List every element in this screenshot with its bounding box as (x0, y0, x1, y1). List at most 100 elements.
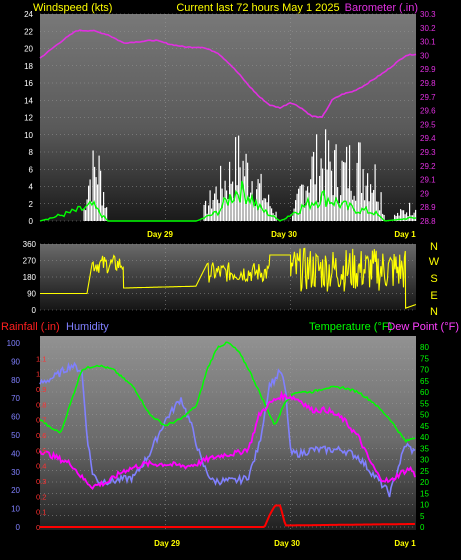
wind-tick-label: 24 (24, 10, 33, 19)
wind-gust-bar (371, 192, 373, 221)
wind-gust-bar (367, 173, 369, 221)
wind-gust-bar (355, 200, 357, 221)
wind-tick-label: 4 (29, 183, 34, 192)
wind-tick-label: 0 (29, 217, 34, 226)
direction-label-s: S (430, 273, 437, 285)
wind-gust-bar (235, 137, 237, 221)
wind-gust-bar (328, 140, 330, 221)
x-label-day29-top: Day 29 (147, 230, 173, 239)
rain-tick-label: 0.7 (36, 416, 46, 425)
wind-gust-bar (220, 165, 222, 221)
wind-gust-bar (362, 169, 364, 221)
wind-gust-bar (364, 200, 366, 221)
temp-title: Temperature (°F) (309, 321, 392, 333)
wind-gust-bar (341, 160, 343, 221)
wind-gust-bar (377, 201, 379, 221)
humidity-tick-label: 90 (11, 357, 20, 366)
baro-tick-label: 29.9 (420, 65, 436, 74)
wind-gust-bar (226, 190, 228, 221)
wind-gust-bar (274, 214, 276, 221)
rain-tick-label: 0.1 (36, 508, 46, 517)
wind-gust-bar (332, 195, 334, 221)
temp-tick-label: 65 (420, 377, 429, 386)
temp-tick-label: 35 (420, 444, 429, 453)
wind-gust-bar (350, 190, 352, 221)
wind-gust-bar (86, 199, 88, 221)
wind-gust-bar (320, 158, 322, 221)
wind-gust-bar (214, 193, 216, 221)
wind-tick-label: 14 (24, 96, 33, 105)
wind-gust-bar (254, 205, 256, 221)
baro-tick-label: 28.9 (420, 203, 436, 212)
wind-gust-bar (302, 184, 304, 221)
baro-tick-label: 30.1 (420, 38, 436, 47)
rain-tick-label: 1.1 (36, 354, 46, 363)
wind-gust-bar (349, 145, 351, 221)
temp-tick-label: 5 (420, 512, 425, 521)
wind-gust-bar (100, 170, 102, 221)
wind-gust-bar (251, 181, 253, 221)
wind-gust-bar (203, 204, 205, 221)
direction-grid (40, 243, 416, 311)
wind-gust-bar (295, 200, 297, 221)
wind-gust-bar (299, 186, 301, 221)
wind-gust-bar (400, 209, 402, 221)
wind-gust-bar (250, 192, 252, 221)
wind-tick-label: 22 (24, 27, 33, 36)
humidity-tick-label: 40 (11, 449, 20, 458)
axis-tick-labels: 02468101214161820222428.828.92929.129.22… (7, 10, 436, 532)
temp-tick-label: 45 (420, 422, 429, 431)
wind-gust-bar (263, 198, 265, 221)
wind-gust-bar (325, 129, 327, 221)
temp-tick-label: 55 (420, 399, 429, 408)
wind-gust-bar (343, 162, 345, 221)
wind-gust-bar (298, 188, 300, 221)
x-label-day1-top: Day 1 (394, 230, 416, 239)
temp-tick-label: 75 (420, 354, 429, 363)
wind-gust-bar (307, 186, 309, 221)
wind-gust-bar (269, 206, 271, 221)
wind-gust-bar (272, 213, 274, 221)
humidity-tick-label: 30 (11, 468, 20, 477)
x-label-day30-top: Day 30 (271, 230, 297, 239)
wind-gust-bar (394, 214, 396, 221)
wind-grid (40, 13, 416, 222)
wind-gust-bar (101, 205, 103, 221)
wind-gust-bar (296, 193, 298, 221)
wind-gust-bar (91, 201, 93, 221)
wind-tick-label: 10 (24, 131, 33, 140)
barometer-line (39, 29, 417, 119)
humidity-tick-label: 60 (11, 413, 20, 422)
direction-tick-label: 360 (23, 240, 37, 249)
wind-gust-bar (353, 195, 355, 221)
wind-gust-bar (206, 213, 208, 221)
temp-tick-label: 0 (420, 523, 425, 532)
wind-gust-bar (217, 199, 219, 221)
wind-gust-bar (85, 210, 87, 221)
x-label-day29-bottom: Day 29 (154, 539, 180, 548)
rain-tick-label: 0.3 (36, 477, 46, 486)
temp-tick-label: 70 (420, 366, 429, 375)
wind-gust-bar (409, 202, 411, 221)
wind-gust-bar (329, 161, 331, 221)
baro-tick-label: 29 (420, 189, 429, 198)
temp-tick-label: 80 (420, 343, 429, 352)
wind-gust-bar (236, 185, 238, 221)
direction-label-n-bottom: N (430, 306, 438, 318)
wind-tick-label: 12 (24, 114, 33, 123)
wind-gust-bar (358, 142, 360, 221)
temp-humidity-plot-area (40, 336, 416, 530)
wind-gust-bar (238, 135, 240, 221)
wind-gust-bar (208, 205, 210, 221)
rainfall-line (40, 504, 416, 528)
temp-tick-label: 10 (420, 501, 429, 510)
wind-gust-bar (403, 210, 405, 221)
baro-tick-label: 29.3 (420, 148, 436, 157)
wind-tick-label: 18 (24, 62, 33, 71)
wind-gust-bar (305, 190, 307, 221)
wind-gust-bar (368, 201, 370, 221)
wind-gust-bar (259, 183, 261, 221)
rain-tick-label: 0.2 (36, 492, 46, 501)
chart-title: Current last 72 hours May 1 2025 (176, 2, 339, 14)
